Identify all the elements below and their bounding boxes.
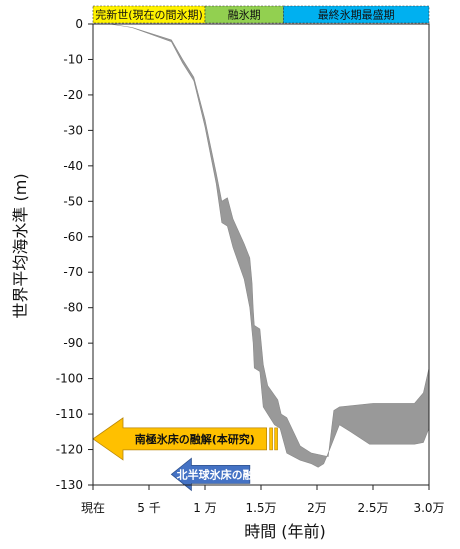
- melting-arrow-label-0: 南極氷床の融解(本研究): [135, 432, 255, 446]
- x-tick-label: 2万: [307, 501, 327, 515]
- y-tick-label: -130: [56, 478, 83, 492]
- melting-arrow-stripe-0: [269, 427, 273, 451]
- y-tick-label: -110: [56, 407, 83, 421]
- x-axis-title: 時間 (年前): [244, 522, 326, 541]
- y-tick-label: 0: [75, 17, 83, 31]
- y-tick-label: -20: [63, 88, 83, 102]
- melting-arrow-1: [170, 457, 251, 492]
- x-axis-ticks: 現在 5 千 1 万 1.5万 2万 2.5万 3.0万: [81, 485, 445, 515]
- y-axis-ticks: 0 -10 -20 -30 -40 -50 -60 -70 -80 -90 -100 -110 -120…: [56, 17, 93, 492]
- y-tick-label: -30: [63, 123, 83, 137]
- y-tick-label: -120: [56, 443, 83, 457]
- y-tick-label: -70: [63, 265, 83, 279]
- period-band-1: [204, 5, 284, 24]
- y-axis-title: 世界平均海水準 (m): [11, 173, 30, 318]
- x-tick-label: 1.5万: [245, 501, 276, 515]
- y-tick-label: -60: [63, 230, 83, 244]
- y-tick-label: -50: [63, 194, 83, 208]
- y-tick-label: -90: [63, 336, 83, 350]
- x-tick-label: 3.0万: [413, 501, 444, 515]
- period-label-0: 完新世(現在の間氷期): [95, 8, 203, 22]
- melting-arrow-stripe-1: [274, 427, 278, 451]
- x-tick-label: 2.5万: [357, 501, 388, 515]
- melting-arrow-0: [92, 417, 268, 461]
- x-tick-label: 5 千: [137, 501, 160, 515]
- melting-arrows: 南極氷床の融解(本研究) 北半球氷床の融解: [92, 417, 278, 492]
- melting-arrow-label-1: 北半球氷床の融解: [177, 467, 265, 481]
- period-label-1: 融氷期: [228, 9, 261, 22]
- period-band-labels: 完新世(現在の間氷期) 融氷期 最終氷期最盛期: [95, 8, 394, 22]
- y-tick-label: -100: [56, 372, 83, 386]
- x-tick-label: 現在: [81, 501, 105, 515]
- period-band-2: [283, 5, 430, 24]
- period-label-2: 最終氷期最盛期: [318, 8, 395, 22]
- period-bands: [92, 5, 430, 24]
- x-tick-label: 1 万: [193, 501, 216, 515]
- y-tick-label: -10: [63, 52, 83, 66]
- sea-level-area: [109, 23, 430, 468]
- y-tick-label: -40: [63, 159, 83, 173]
- sea-level-band-0: [109, 23, 430, 468]
- y-tick-label: -80: [63, 301, 83, 315]
